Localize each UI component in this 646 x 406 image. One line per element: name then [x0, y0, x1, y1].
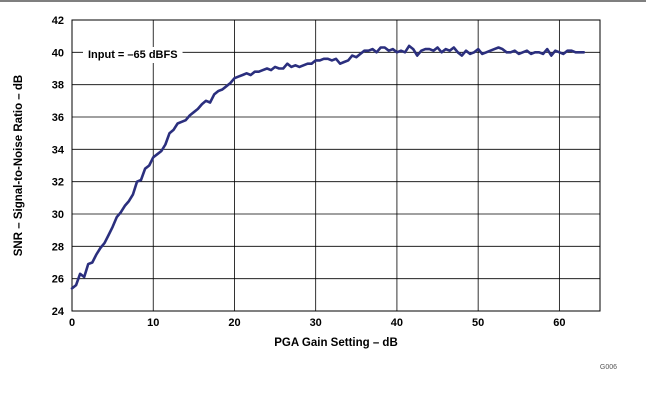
x-tick-label: 50: [472, 317, 484, 329]
annotation-background: [83, 47, 183, 63]
y-axis-label: SNR – Signal-to-Noise Ratio – dB: [13, 75, 25, 256]
y-tick-label: 36: [52, 112, 64, 124]
y-tick-labels: 24 26 28 30 32 34 36 38 40 42: [52, 15, 65, 318]
top-rule: [0, 0, 646, 2]
y-tick-label: 30: [52, 209, 64, 221]
y-tick-label: 34: [52, 144, 65, 156]
grid: [71, 19, 600, 312]
x-axis-label: PGA Gain Setting – dB: [274, 337, 398, 349]
x-tick-label: 60: [553, 317, 565, 329]
y-tick-label: 32: [52, 177, 64, 189]
x-tick-label: 40: [391, 317, 403, 329]
x-tick-labels: 0 10 20 30 40 50 60: [69, 317, 566, 329]
figure-code: G006: [600, 364, 617, 371]
x-tick-label: 20: [228, 317, 240, 329]
y-tick-label: 40: [52, 47, 64, 59]
x-tick-label: 10: [147, 317, 159, 329]
y-tick-label: 26: [52, 274, 64, 286]
y-tick-label: 38: [52, 80, 64, 92]
y-tick-label: 24: [52, 306, 65, 318]
series-line: [70, 44, 586, 290]
x-tick-label: 30: [310, 317, 322, 329]
y-tick-label: 28: [52, 241, 64, 253]
plot-frame: [71, 19, 601, 312]
annotation: Input = –65 dBFS: [88, 49, 178, 61]
x-tick-label: 0: [69, 317, 75, 329]
y-tick-label: 42: [52, 15, 64, 27]
